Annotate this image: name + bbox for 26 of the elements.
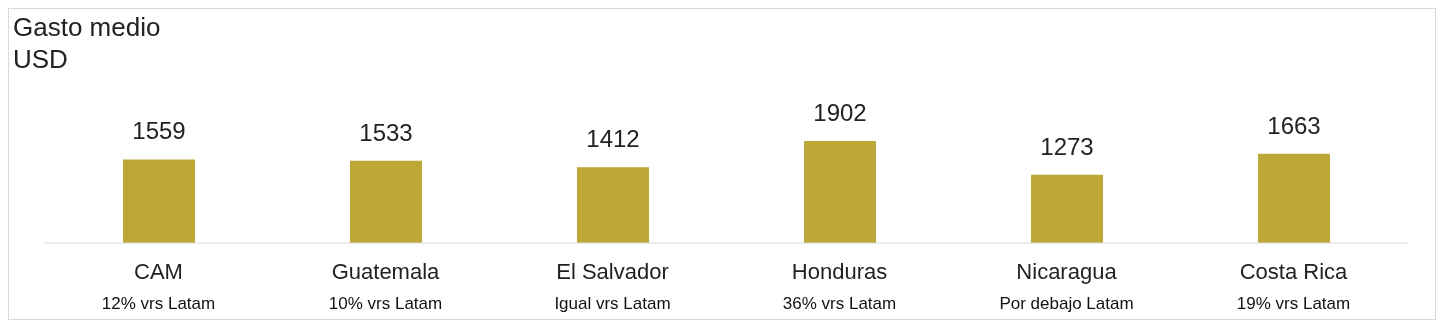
x-tick-label: CAM [134,259,183,284]
data-label: 1273 [1040,132,1094,160]
data-label: 1663 [1267,111,1321,139]
text: 36% vrs Latam [782,294,897,313]
bar [350,160,422,243]
x-tick-label: Honduras [791,259,888,284]
x-tick-label: Guatemala [331,259,441,284]
chart-subtitle: USD [13,43,69,75]
text: Igual vrs Latam [554,294,671,313]
chart-title: Gasto medio [13,11,161,43]
x-tick-label: Nicaragua [1016,259,1118,284]
bar [804,141,876,243]
bar [1258,153,1330,243]
text: 19% vrs Latam [1236,294,1351,313]
bar [123,159,195,243]
text: 10% vrs Latam [328,294,443,313]
bar [1031,174,1103,243]
text: Por debajo Latam [999,294,1134,313]
text: 12% vrs Latam [101,294,216,313]
data-label: 1559 [132,117,186,145]
bar [577,167,649,243]
x-tick-label: Costa Rica [1239,259,1349,284]
data-label: 1533 [359,118,413,146]
x-tick-label: El Salvador [556,259,669,284]
data-label: 1412 [586,125,640,153]
data-label: 1902 [813,99,867,126]
